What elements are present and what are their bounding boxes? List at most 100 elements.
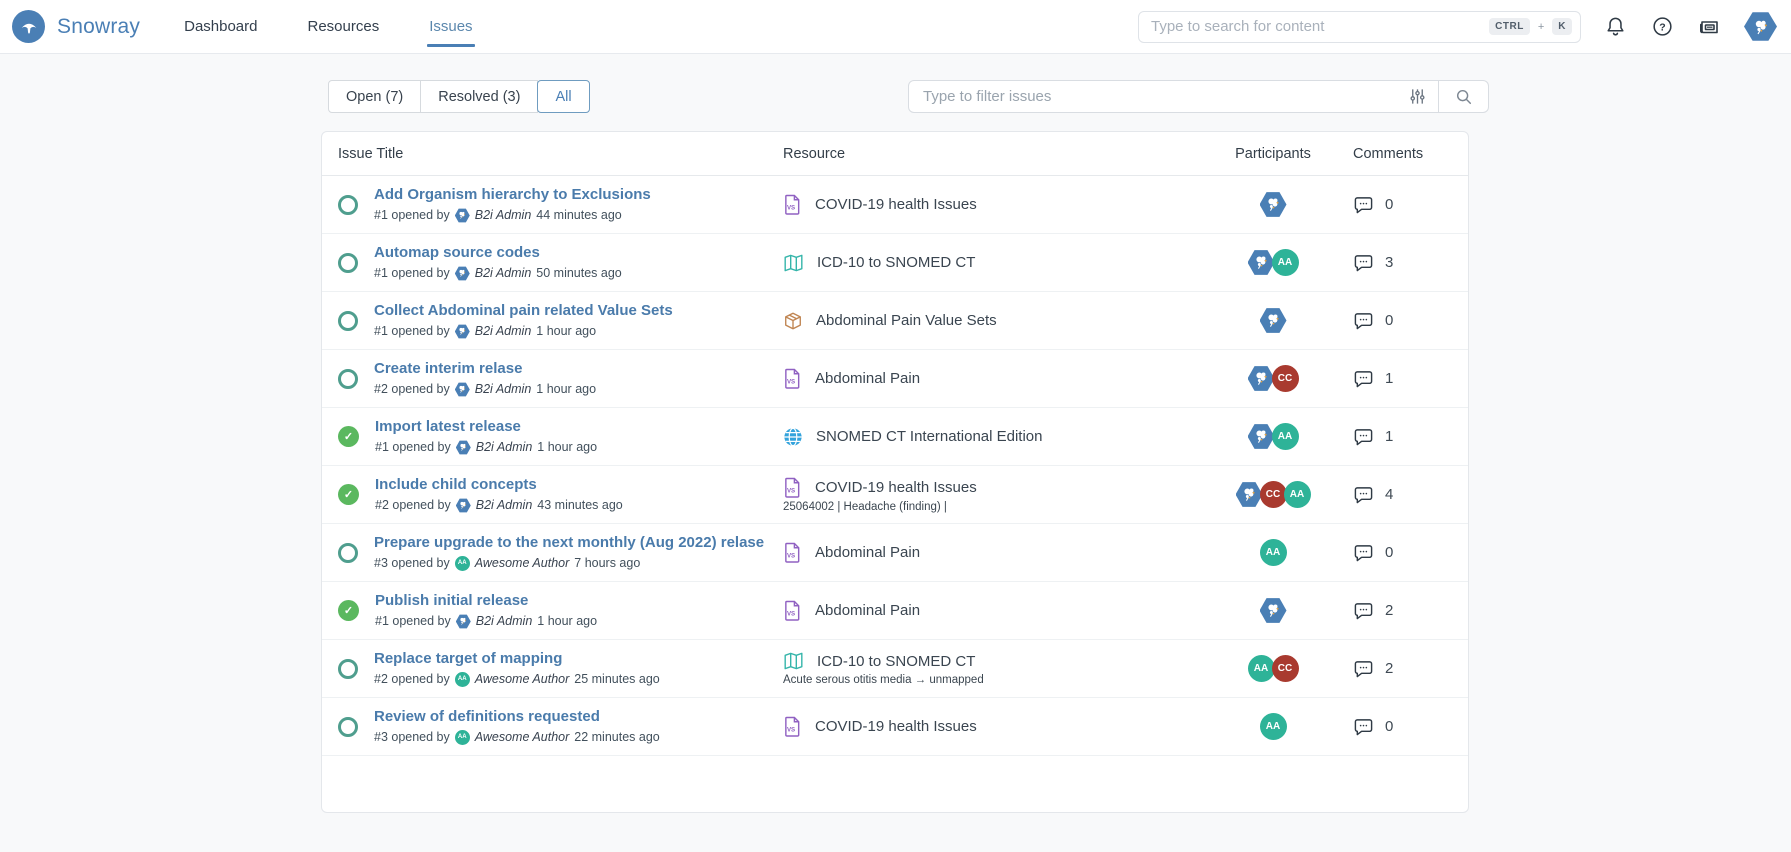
participant-avatar-aa: AA xyxy=(1271,423,1299,450)
participant-avatar-b2i xyxy=(1259,192,1287,217)
participants-cell: AA xyxy=(1198,423,1348,450)
participant-avatar-aa: AA xyxy=(1271,249,1299,276)
issue-title-block: Review of definitions requested #3 opened… xyxy=(374,707,660,746)
resource-main: ICD-10 to SNOMED CT xyxy=(783,651,1198,671)
brand-logo[interactable]: Snowray xyxy=(12,10,140,43)
issue-title-link[interactable]: Review of definitions requested xyxy=(374,708,600,725)
nav-item-dashboard[interactable]: Dashboard xyxy=(184,18,258,35)
filter-search-button[interactable] xyxy=(1439,80,1489,113)
resource-cell: VS Abdominal Pain xyxy=(783,594,1198,627)
issue-title-link[interactable]: Collect Abdominal pain related Value Set… xyxy=(374,302,673,319)
issue-title-link[interactable]: Create interim relase xyxy=(374,360,523,377)
comments-count: 0 xyxy=(1385,312,1394,329)
issue-number: #1 opened by xyxy=(375,440,451,454)
issue-title-link[interactable]: Include child concepts xyxy=(375,476,537,493)
issues-table-header: Issue Title Resource Participants Commen… xyxy=(322,132,1468,176)
svg-text:VS: VS xyxy=(787,379,795,386)
resource-cell: VS COVID-19 health Issues xyxy=(783,188,1198,221)
issue-status-open-icon xyxy=(338,658,358,679)
resource-cell: VS Abdominal Pain xyxy=(783,362,1198,395)
user-avatar[interactable] xyxy=(1744,12,1777,41)
issue-number: #1 opened by xyxy=(374,208,450,222)
value-set-file-icon: VS xyxy=(783,368,802,389)
participant-avatar-cc: CC xyxy=(1271,365,1299,392)
column-header-comments: Comments xyxy=(1353,145,1424,162)
issue-title-block: Create interim relase #2 opened by B2i Ad… xyxy=(374,359,596,398)
comments-cell: 3 xyxy=(1348,253,1452,273)
issue-row: ✓ Include child concepts #2 opened by B2i … xyxy=(322,466,1468,524)
resource-name: Abdominal Pain xyxy=(815,370,921,387)
global-search-input[interactable] xyxy=(1151,18,1484,35)
participants-cell xyxy=(1198,597,1348,624)
participant-avatar-aa: AA xyxy=(1283,481,1311,508)
news-icon[interactable] xyxy=(1697,15,1721,39)
comments-icon xyxy=(1353,369,1374,389)
help-icon[interactable]: ? xyxy=(1650,15,1674,39)
issue-title-block: Import latest release #1 opened by B2i Ad… xyxy=(375,417,597,456)
issue-status-resolved-icon: ✓ xyxy=(338,426,359,447)
filter-options-icon[interactable] xyxy=(1408,87,1427,111)
issue-title-block: Add Organism hierarchy to Exclusions #1 o… xyxy=(374,185,651,224)
author-avatar xyxy=(454,266,470,281)
issue-number: #1 opened by xyxy=(374,324,450,338)
nav-item-issues[interactable]: Issues xyxy=(427,0,475,54)
issue-status-open-icon xyxy=(338,368,358,389)
comments-count: 0 xyxy=(1385,544,1394,561)
issue-title-cell: Replace target of mapping #2 opened by AA A… xyxy=(338,641,783,696)
author-name: Awesome Author xyxy=(474,556,570,570)
svg-text:VS: VS xyxy=(787,205,795,212)
issue-title-link[interactable]: Publish initial release xyxy=(375,592,529,609)
comments-cell: 2 xyxy=(1348,601,1452,621)
comments-cell: 1 xyxy=(1348,427,1452,447)
comments-cell: 0 xyxy=(1348,717,1452,737)
resource-cell: ICD-10 to SNOMED CT Acute serous otitis m… xyxy=(783,645,1198,692)
issue-row: ✓ Import latest release #1 opened by B2i A… xyxy=(322,408,1468,466)
value-set-file-icon: VS xyxy=(783,542,802,563)
comments-count: 0 xyxy=(1385,196,1394,213)
issue-title-link[interactable]: Prepare upgrade to the next monthly (Aug… xyxy=(374,534,765,551)
resource-name: COVID-19 health Issues xyxy=(815,196,977,213)
issue-title-link[interactable]: Add Organism hierarchy to Exclusions xyxy=(374,186,651,203)
issue-meta: #1 opened by B2i Admin 50 minutes ago xyxy=(374,265,622,282)
resource-name: COVID-19 health Issues xyxy=(815,478,977,496)
author-avatar xyxy=(454,324,470,339)
author-name: B2i Admin xyxy=(475,440,533,454)
resource-main: VS Abdominal Pain xyxy=(783,600,1198,621)
issue-meta: #2 opened by B2i Admin 43 minutes ago xyxy=(375,497,623,514)
issue-filter-group xyxy=(908,80,1489,113)
author-avatar: AA xyxy=(454,672,470,687)
participants-cell: CC xyxy=(1198,365,1348,392)
tab-resolved[interactable]: Resolved (3) xyxy=(420,80,539,113)
resource-cell: VS Abdominal Pain xyxy=(783,536,1198,569)
resource-cell: SNOMED CT International Edition xyxy=(783,421,1198,453)
topbar-icons: ? xyxy=(1603,11,1777,42)
participant-avatar-aa: AA xyxy=(1259,539,1287,566)
main-nav: Dashboard Resources Issues xyxy=(182,0,475,54)
issue-filter-input[interactable] xyxy=(908,80,1439,113)
issue-status-open-icon xyxy=(338,542,358,563)
issue-number: #2 opened by xyxy=(375,498,451,512)
resource-name: Abdominal Pain xyxy=(815,602,921,619)
issue-time: 1 hour ago xyxy=(537,614,598,628)
resource-name: SNOMED CT International Edition xyxy=(816,428,1043,445)
issue-title-link[interactable]: Automap source codes xyxy=(374,244,540,261)
author-name: B2i Admin xyxy=(474,324,532,338)
participant-avatar-b2i xyxy=(1235,482,1263,507)
svg-text:VS: VS xyxy=(787,611,795,618)
issue-title-link[interactable]: Replace target of mapping xyxy=(374,650,563,667)
global-search-box[interactable]: CTRL + K xyxy=(1138,10,1581,43)
resource-main: VS Abdominal Pain xyxy=(783,542,1198,563)
issue-title-link[interactable]: Import latest release xyxy=(375,418,521,435)
issue-title-cell: ✓ Publish initial release #1 opened by B2i… xyxy=(338,583,783,638)
participants-cell xyxy=(1198,307,1348,334)
nav-item-resources[interactable]: Resources xyxy=(307,18,380,35)
tab-open[interactable]: Open (7) xyxy=(328,80,422,113)
participant-avatar-aa: AA xyxy=(1259,713,1287,740)
participant-avatar-b2i xyxy=(1259,308,1287,333)
issue-number: #2 opened by xyxy=(374,382,450,396)
column-header-resource: Resource xyxy=(783,145,846,162)
notifications-bell-icon[interactable] xyxy=(1603,15,1627,39)
tab-all[interactable]: All xyxy=(537,80,590,113)
issues-table-footer xyxy=(322,756,1468,812)
